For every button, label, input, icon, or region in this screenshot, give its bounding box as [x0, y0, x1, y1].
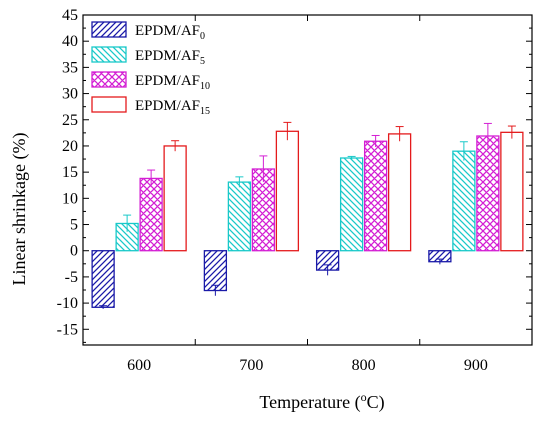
- legend: EPDM/AF0 EPDM/AF5 EPDM/AF10 EPDM/AF15: [91, 21, 210, 117]
- legend-swatch: [91, 21, 127, 38]
- axes-group: -15 -10 -5 0 5 10 15 20 25 30 35 40 45 600 700 800 900: [57, 7, 533, 374]
- y-tick-label: 0: [70, 243, 78, 260]
- x-tick-label: 900: [464, 357, 488, 374]
- y-tick-label: 35: [62, 59, 78, 76]
- bar: [91, 250, 115, 308]
- y-tick-label: -10: [57, 295, 78, 312]
- bar: [275, 130, 300, 252]
- y-tick-label: -5: [65, 269, 78, 286]
- legend-label: EPDM/AF10: [135, 73, 210, 92]
- bar: [476, 135, 500, 252]
- y-tick-label: 25: [62, 112, 78, 129]
- legend-label: EPDM/AF5: [135, 48, 205, 67]
- y-tick-label: 30: [62, 86, 78, 103]
- legend-swatch: [91, 96, 127, 113]
- bars-group: [91, 121, 524, 309]
- y-tick-label: -15: [57, 321, 78, 338]
- y-tick-label: 40: [62, 33, 78, 50]
- x-tick-label: 700: [239, 357, 263, 374]
- y-tick-label: 20: [62, 138, 78, 155]
- bar: [387, 133, 412, 252]
- y-tick-label: 15: [62, 164, 78, 181]
- bar: [139, 177, 163, 252]
- legend-label: EPDM/AF0: [135, 23, 205, 42]
- y-axis-title: Linear shrinkage (%): [9, 133, 30, 286]
- bar: [500, 131, 524, 252]
- bar: [452, 150, 476, 252]
- legend-label: EPDM/AF15: [135, 98, 210, 117]
- y-tick-label: 45: [62, 7, 78, 24]
- bar: [203, 250, 228, 292]
- y-tick-label: 10: [62, 190, 78, 207]
- bar: [227, 181, 252, 252]
- legend-swatch: [91, 71, 127, 88]
- x-axis-title: Temperature (oC): [259, 390, 384, 413]
- legend-swatch: [91, 46, 127, 63]
- bar: [339, 157, 364, 252]
- y-tick-label: 5: [70, 217, 78, 234]
- bar: [163, 145, 187, 252]
- x-tick-label: 800: [352, 357, 376, 374]
- x-tick-label: 600: [127, 357, 151, 374]
- bar: [363, 140, 388, 252]
